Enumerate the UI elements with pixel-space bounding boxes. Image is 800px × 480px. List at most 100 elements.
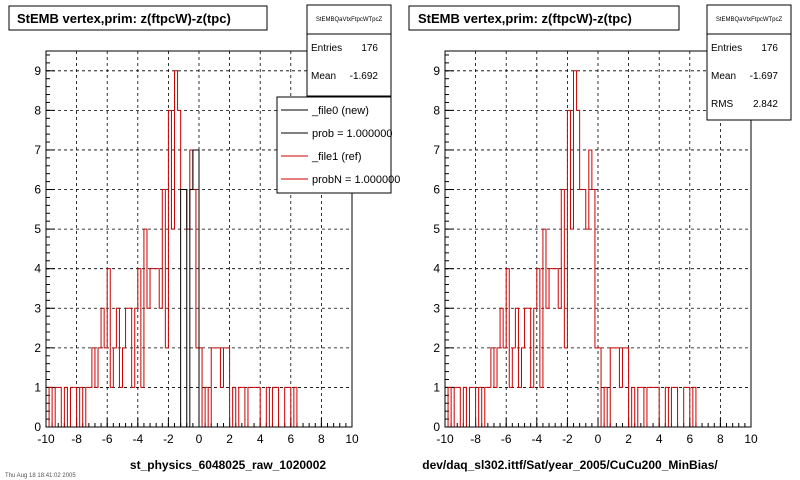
left-stats-mean-label: Mean	[311, 71, 336, 82]
left-hist-outline-new	[180, 149, 200, 427]
right-y-tick-label: 7	[433, 143, 440, 157]
left-y-tick-label: 6	[34, 183, 41, 197]
left-hist-bin-ref	[251, 387, 254, 427]
left-x-tick-label: 8	[318, 432, 325, 446]
left-panel: StEMB vertex,prim: z(ftpcW)-z(tpc) -10 -8…	[5, 4, 400, 479]
left-x-tick-label: 6	[287, 432, 294, 446]
right-x-tick-label: 8	[717, 432, 724, 446]
right-x-tick-label: -4	[531, 432, 542, 446]
legend-item-new: _file0 (new)	[311, 105, 369, 117]
right-x-tick-label: -6	[501, 432, 512, 446]
right-y-tick-label: 0	[433, 420, 440, 434]
left-x-tick-label: -6	[102, 432, 113, 446]
left-hist-outline-ref	[48, 70, 298, 428]
footer-timestamp: Thu Aug 18 18:41:02 2005	[5, 473, 76, 479]
right-hist-bin-ref	[650, 387, 653, 427]
left-x-tick-label: 2	[226, 432, 233, 446]
left-hist-bin-ref	[147, 308, 150, 427]
right-hist-bin-ref	[570, 229, 573, 427]
right-stats-rms-value: 2.842	[753, 99, 778, 110]
legend-item-prob: prob = 1.000000	[312, 128, 392, 140]
right-hist-bin-ref	[488, 387, 491, 427]
right-y-tick-label: 6	[433, 183, 440, 197]
legend: _file0 (new) prob = 1.000000 _file1 (ref…	[276, 96, 400, 194]
right-y-tick-label: 2	[433, 341, 440, 355]
left-y-tick-label: 3	[34, 301, 41, 315]
right-stats-entries-value: 176	[761, 43, 778, 54]
left-plot-area: -10 -8 -6 -4 -2 0 2 4 6 8 10 0 1 2 3 4 5 6 7 8 9	[34, 51, 359, 446]
right-x-tick-label: 10	[744, 432, 758, 446]
right-y-tick-label: 8	[433, 103, 440, 117]
left-x-tick-label: 10	[345, 432, 359, 446]
right-hist-bin-ref	[580, 190, 583, 427]
left-y-tick-label: 8	[34, 103, 41, 117]
left-x-tick-label: 0	[196, 432, 203, 446]
left-hist-bin-ref	[119, 387, 122, 427]
legend-item-probn: probN = 1.000000	[312, 174, 400, 186]
left-y-tick-label: 5	[34, 222, 41, 236]
right-hist-bin-ref	[586, 229, 589, 427]
left-y-tick-label: 4	[34, 262, 41, 276]
right-y-tick-label: 3	[433, 301, 440, 315]
right-x-tick-label: -2	[562, 432, 573, 446]
left-title-box	[8, 5, 268, 31]
left-hist-bin-ref	[132, 387, 135, 427]
right-y-tick-label: 4	[433, 262, 440, 276]
left-stats-entries-value: 176	[361, 43, 378, 54]
left-y-tick-label: 9	[34, 64, 41, 78]
legend-item-ref: _file1 (ref)	[311, 151, 362, 163]
right-x-tick-label: -10	[436, 432, 454, 446]
right-hist-bin-ref	[509, 387, 512, 427]
left-hist-bin-ref	[141, 387, 144, 427]
right-x-tick-label: -8	[470, 432, 481, 446]
right-hist-bin-ref	[558, 308, 561, 427]
right-title-box	[408, 5, 680, 31]
right-x-tick-label: 0	[595, 432, 602, 446]
right-hist-bin-ref	[546, 308, 549, 427]
right-stats-name: StEMBQaVtxFtpcWTpcZ	[716, 17, 783, 23]
left-y-tick-label: 7	[34, 143, 41, 157]
right-plot-frame	[444, 50, 752, 428]
right-hist-outline-ref	[447, 70, 697, 428]
right-title: StEMB vertex,prim: z(ftpcW)-z(tpc)	[418, 11, 632, 26]
left-x-tick-label: 4	[257, 432, 264, 446]
left-hist-bin-ref	[171, 229, 174, 427]
right-stats-rms-label: RMS	[711, 99, 734, 110]
right-x-axis-label: dev/daq_sl302.ittf/Sat/year_2005/CuCu200…	[422, 458, 718, 472]
left-title: StEMB vertex,prim: z(ftpcW)-z(tpc)	[17, 11, 231, 26]
left-hist-bin-ref	[89, 387, 92, 427]
right-hist-bin-ref	[540, 387, 543, 427]
left-x-axis-label: st_physics_6048025_raw_1020002	[130, 458, 326, 472]
left-x-tick-label: -10	[37, 432, 55, 446]
right-panel: StEMB vertex,prim: z(ftpcW)-z(tpc) -10 -8…	[408, 4, 792, 472]
right-stats-box: StEMBQaVtxFtpcWTpcZ Entries 176 Mean -1.…	[706, 4, 792, 121]
right-stats-entries-label: Entries	[711, 43, 742, 54]
left-x-tick-label: -4	[132, 432, 143, 446]
left-hist-bin-ref	[110, 387, 113, 427]
right-stats-mean-label: Mean	[711, 71, 736, 82]
right-y-tick-label: 1	[433, 380, 440, 394]
right-x-tick-label: 4	[656, 432, 663, 446]
right-hist-bin-ref	[619, 387, 622, 427]
left-y-tick-label: 2	[34, 341, 41, 355]
left-x-tick-label: -8	[71, 432, 82, 446]
left-y-tick-label: 1	[34, 380, 41, 394]
right-x-tick-label: 6	[686, 432, 693, 446]
right-stats-mean-value: -1.697	[750, 71, 779, 82]
right-x-tick-label: 2	[625, 432, 632, 446]
left-stats-name: StEMBQaVtxFtpcWTpcZ	[316, 17, 383, 23]
right-y-tick-label: 9	[433, 64, 440, 78]
right-hist-bin-ref	[531, 387, 534, 427]
right-y-tick-label: 5	[433, 222, 440, 236]
right-plot-area: -10 -8 -6 -4 -2 0 2 4 6 8 10 0 1 2 3 4 5 6 7 8 9	[433, 51, 758, 446]
left-hist-bin-ref	[220, 387, 223, 427]
left-plot-frame	[45, 50, 353, 428]
right-hist-bin-ref	[518, 387, 521, 427]
left-stats-entries-label: Entries	[311, 43, 342, 54]
left-stats-box: StEMBQaVtxFtpcWTpcZ Entries 176 Mean -1.…	[306, 4, 392, 97]
left-x-tick-label: -2	[163, 432, 174, 446]
left-y-tick-label: 0	[34, 420, 41, 434]
left-hist-bin-ref	[254, 387, 257, 427]
left-stats-mean-value: -1.692	[350, 71, 379, 82]
